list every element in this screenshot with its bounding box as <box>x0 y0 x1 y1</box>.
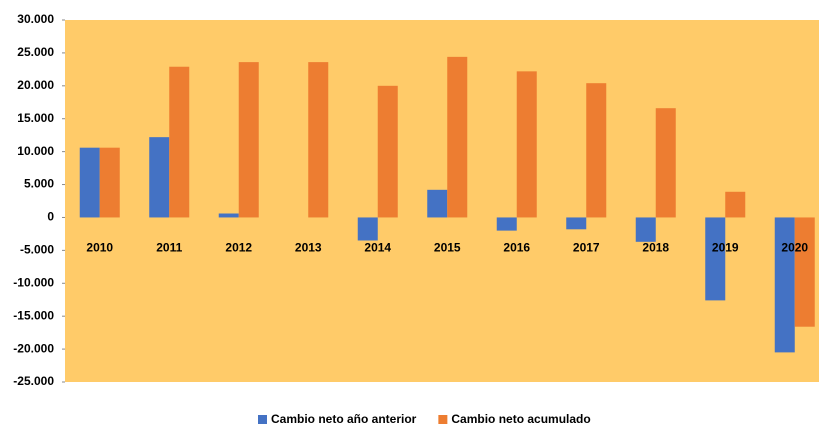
y-tick-label: 0 <box>47 210 54 224</box>
y-tick-label: -20.000 <box>13 341 54 355</box>
legend-label: Cambio neto año anterior <box>271 412 417 426</box>
x-tick-label: 2015 <box>434 241 461 255</box>
bar <box>655 108 676 218</box>
x-tick-label: 2011 <box>156 241 182 255</box>
y-tick-label: -10.000 <box>13 275 54 289</box>
bar <box>725 191 746 218</box>
bar <box>149 137 170 218</box>
bar <box>79 147 100 218</box>
bar <box>705 217 726 301</box>
bar <box>357 217 378 241</box>
x-tick-label: 2010 <box>86 241 113 255</box>
bar <box>238 62 259 218</box>
y-tick-label: -5.000 <box>20 243 54 257</box>
y-tick-label: 10.000 <box>17 144 54 158</box>
bar <box>447 56 468 218</box>
bar <box>169 66 190 218</box>
bar <box>308 62 329 218</box>
x-tick-label: 2018 <box>642 241 669 255</box>
bar <box>218 213 239 218</box>
x-tick-label: 2017 <box>573 241 600 255</box>
x-tick-label: 2019 <box>712 241 739 255</box>
x-tick-label: 2014 <box>364 241 391 255</box>
y-tick-label: 25.000 <box>17 45 54 59</box>
bar <box>586 83 607 218</box>
bar <box>99 147 120 218</box>
bar <box>794 217 815 327</box>
bar <box>427 189 448 218</box>
y-tick-label: 5.000 <box>24 177 54 191</box>
bar <box>774 217 795 353</box>
y-tick-label: 15.000 <box>17 111 54 125</box>
y-tick-label: -25.000 <box>13 374 54 388</box>
y-tick-label: 20.000 <box>17 78 54 92</box>
x-tick-label: 2012 <box>225 241 252 255</box>
bar <box>566 217 587 230</box>
bar <box>635 217 656 242</box>
legend-swatch <box>438 415 448 424</box>
x-tick-label: 2013 <box>295 241 322 255</box>
bar <box>496 217 517 231</box>
bar <box>377 85 398 218</box>
x-tick-label: 2016 <box>503 241 530 255</box>
y-tick-label: -15.000 <box>13 308 54 322</box>
y-tick-label: 30.000 <box>17 12 54 26</box>
x-tick-label: 2020 <box>781 241 808 255</box>
bar <box>516 71 537 218</box>
legend-label: Cambio neto acumulado <box>451 412 590 426</box>
legend-swatch <box>258 415 267 424</box>
